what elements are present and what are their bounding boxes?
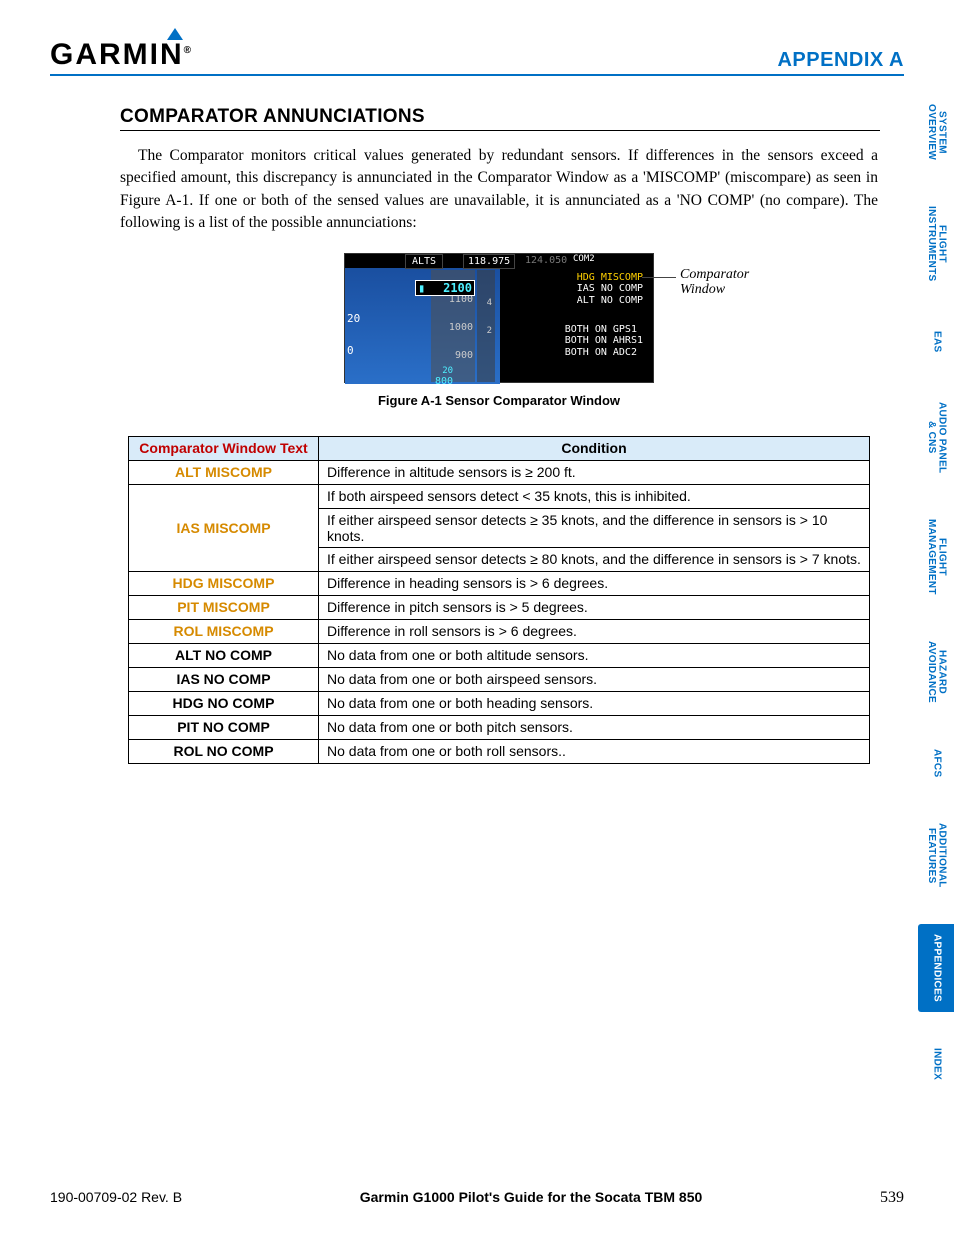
page-content: COMPARATOR ANNUNCIATIONS The Comparator …: [0, 76, 954, 764]
sidebar-tab[interactable]: FLIGHT INSTRUMENTS: [918, 196, 954, 292]
sidebar-tab[interactable]: APPENDICES: [918, 924, 954, 1012]
comparator-text-cell: HDG MISCOMP: [129, 571, 319, 595]
comparator-text-cell: HDG NO COMP: [129, 691, 319, 715]
table-row: ROL MISCOMPDifference in roll sensors is…: [129, 619, 870, 643]
table-row: ROL NO COMPNo data from one or both roll…: [129, 739, 870, 763]
table-header-row: Comparator Window Text Condition: [129, 436, 870, 460]
table-header-condition: Condition: [319, 436, 870, 460]
table-header-label: Comparator Window Text: [129, 436, 319, 460]
pfd-selected-alt: ▮ 2100: [415, 280, 475, 296]
condition-cell: Difference in pitch sensors is > 5 degre…: [319, 595, 870, 619]
sidebar-tab[interactable]: AFCS: [918, 739, 954, 787]
pfd-alts-label: ALTS: [405, 254, 443, 269]
pfd-comparator-window: HDG MISCOMP IAS NO COMP ALT NO COMP: [577, 272, 643, 307]
condition-cell: Difference in altitude sensors is ≥ 200 …: [319, 460, 870, 484]
pfd-sensor-window: BOTH ON GPS1 BOTH ON AHRS1 BOTH ON ADC2: [565, 324, 643, 359]
comparator-text-cell: PIT NO COMP: [129, 715, 319, 739]
comp-hdg-miscomp: HDG MISCOMP: [577, 272, 643, 284]
pfd-freq-standby: 124.050: [523, 254, 569, 267]
sidebar-tab[interactable]: AUDIO PANEL & CNS: [918, 392, 954, 483]
table-row: ALT MISCOMPDifference in altitude sensor…: [129, 460, 870, 484]
condition-cell: No data from one or both heading sensors…: [319, 691, 870, 715]
comparator-text-cell: ROL MISCOMP: [129, 619, 319, 643]
page-number: 539: [880, 1189, 904, 1207]
sensor-ahrs1: BOTH ON AHRS1: [565, 335, 643, 347]
comparator-text-cell: ALT NO COMP: [129, 643, 319, 667]
comparator-table: Comparator Window Text Condition ALT MIS…: [128, 436, 870, 764]
logo-registered: ®: [184, 45, 193, 56]
callout-word2: Window: [680, 282, 725, 297]
sidebar-tab[interactable]: FLIGHT MANAGEMENT: [918, 509, 954, 605]
logo-word: GARMIN: [50, 38, 184, 71]
table-row: PIT NO COMPNo data from one or both pitc…: [129, 715, 870, 739]
pfd-ias-0: 0: [347, 344, 354, 357]
condition-cell: Difference in heading sensors is > 6 deg…: [319, 571, 870, 595]
pfd-alt-value: 2100: [443, 281, 472, 295]
condition-cell: No data from one or both altitude sensor…: [319, 643, 870, 667]
pfd-baro-1: 20: [435, 366, 453, 376]
table-row: HDG NO COMPNo data from one or both head…: [129, 691, 870, 715]
sensor-gps1: BOTH ON GPS1: [565, 324, 643, 336]
pfd-vspd-4: 4: [487, 298, 492, 308]
sidebar-tab[interactable]: SYSTEM OVERVIEW: [918, 94, 954, 170]
comparator-text-cell: ROL NO COMP: [129, 739, 319, 763]
table-row: HDG MISCOMPDifference in heading sensors…: [129, 571, 870, 595]
page-header: GARMIN® APPENDIX A: [0, 0, 954, 72]
garmin-logo: GARMIN®: [50, 28, 193, 72]
section-title: COMPARATOR ANNUNCIATIONS: [120, 106, 894, 128]
table-row: PIT MISCOMPDifference in pitch sensors i…: [129, 595, 870, 619]
guide-title: Garmin G1000 Pilot's Guide for the Socat…: [360, 1189, 703, 1205]
doc-number: 190-00709-02 Rev. B: [50, 1189, 182, 1205]
page-footer: 190-00709-02 Rev. B Garmin G1000 Pilot's…: [50, 1189, 904, 1207]
pfd-freq-active: 118.975: [463, 254, 515, 269]
pfd-ias-20: 20: [347, 312, 360, 325]
callout-label: Comparator Window: [680, 267, 749, 298]
pfd-alt-900: 900: [455, 350, 473, 361]
pfd-alt-1000: 1000: [449, 322, 473, 333]
figure-a1: ALTS 118.975 124.050 COM2 20 0 1100 1000…: [120, 253, 878, 408]
table-row: IAS MISCOMPIf both airspeed sensors dete…: [129, 484, 870, 508]
comp-alt-nocomp: ALT NO COMP: [577, 295, 643, 307]
comparator-text-cell: ALT MISCOMP: [129, 460, 319, 484]
sidebar-tabs: SYSTEM OVERVIEW FLIGHT INSTRUMENTS EAS AUDI…: [918, 94, 954, 1090]
sensor-adc2: BOTH ON ADC2: [565, 347, 643, 359]
sidebar-tab[interactable]: INDEX: [918, 1038, 954, 1090]
pfd-com2-label: COM2: [573, 254, 595, 264]
logo-text: GARMIN®: [50, 38, 193, 72]
callout-word1: Comparator: [680, 267, 749, 282]
appendix-heading: APPENDIX A: [777, 49, 904, 72]
section-title-rule: [120, 130, 880, 131]
condition-cell: Difference in roll sensors is > 6 degree…: [319, 619, 870, 643]
pfd-vspd-tape: 4 2: [477, 270, 495, 382]
table-row: ALT NO COMPNo data from one or both alti…: [129, 643, 870, 667]
condition-cell: No data from one or both pitch sensors.: [319, 715, 870, 739]
sidebar-tab[interactable]: ADDITIONAL FEATURES: [918, 813, 954, 898]
sidebar-tab[interactable]: EAS: [918, 318, 954, 366]
intro-paragraph: The Comparator monitors critical values …: [120, 145, 878, 235]
comp-ias-nocomp: IAS NO COMP: [577, 283, 643, 295]
condition-cell: If both airspeed sensors detect < 35 kno…: [319, 484, 870, 508]
condition-cell: No data from one or both airspeed sensor…: [319, 667, 870, 691]
pfd-baro: 20 800: [435, 366, 453, 387]
sidebar-tab[interactable]: HAZARD AVOIDANCE: [918, 631, 954, 713]
callout-line: [642, 277, 676, 278]
figure-caption: Figure A-1 Sensor Comparator Window: [378, 393, 620, 408]
condition-cell: No data from one or both roll sensors..: [319, 739, 870, 763]
pfd-screenshot: ALTS 118.975 124.050 COM2 20 0 1100 1000…: [344, 253, 654, 383]
table-row: IAS NO COMPNo data from one or both airs…: [129, 667, 870, 691]
condition-cell: If either airspeed sensor detects ≥ 80 k…: [319, 547, 870, 571]
comparator-text-cell: PIT MISCOMP: [129, 595, 319, 619]
comparator-text-cell: IAS MISCOMP: [129, 484, 319, 571]
pfd-vspd-2: 2: [487, 326, 492, 336]
pfd-baro-2: 800: [435, 376, 453, 387]
bug-icon: ▮: [418, 281, 425, 295]
condition-cell: If either airspeed sensor detects ≥ 35 k…: [319, 508, 870, 547]
comparator-text-cell: IAS NO COMP: [129, 667, 319, 691]
